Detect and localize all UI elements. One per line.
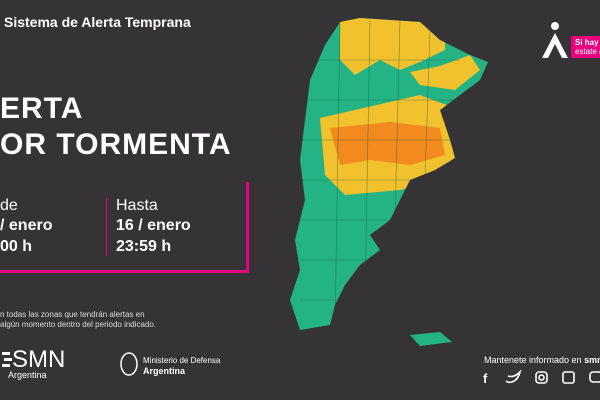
note-line1: n todas las zonas que tendrán alertas en	[0, 310, 145, 319]
alert-title-line2: OR TORMENTA	[0, 128, 232, 161]
follow-site: smn	[584, 355, 600, 365]
to-label: Hasta	[116, 197, 158, 214]
follow-prefix: Mantenete informado en	[484, 355, 582, 365]
coat-of-arms	[120, 352, 138, 376]
tip-line2: estate a	[575, 47, 600, 56]
social-icons: f	[483, 369, 600, 386]
tip-badge	[571, 36, 600, 58]
map	[290, 18, 488, 330]
tip-line1: Si hay a	[575, 38, 600, 47]
to-date: 16 / enero	[116, 217, 191, 234]
ministry-name: Ministerio de Defensa	[143, 356, 221, 365]
period-divider	[106, 198, 107, 256]
smn-country: Argentina	[8, 370, 47, 380]
from-date: / enero	[0, 217, 53, 234]
svg-text:f: f	[483, 371, 488, 386]
note-line2: algún momento dentro del periodo indicad…	[0, 320, 157, 329]
follow-text: Mantenete informado en smn	[484, 355, 600, 365]
island	[410, 332, 452, 346]
smn-logo	[2, 352, 12, 367]
period-box	[0, 182, 249, 273]
alert-icon	[542, 22, 568, 58]
ministry-country: Argentina	[143, 366, 186, 376]
to-time: 23:59 h	[116, 238, 172, 255]
from-time: 00 h	[0, 238, 33, 255]
alert-title-line1: ERTA	[0, 92, 84, 125]
system-name: Sistema de Alerta Temprana	[4, 14, 191, 30]
from-label: de	[0, 197, 18, 214]
smn-name: SMN	[12, 346, 66, 373]
